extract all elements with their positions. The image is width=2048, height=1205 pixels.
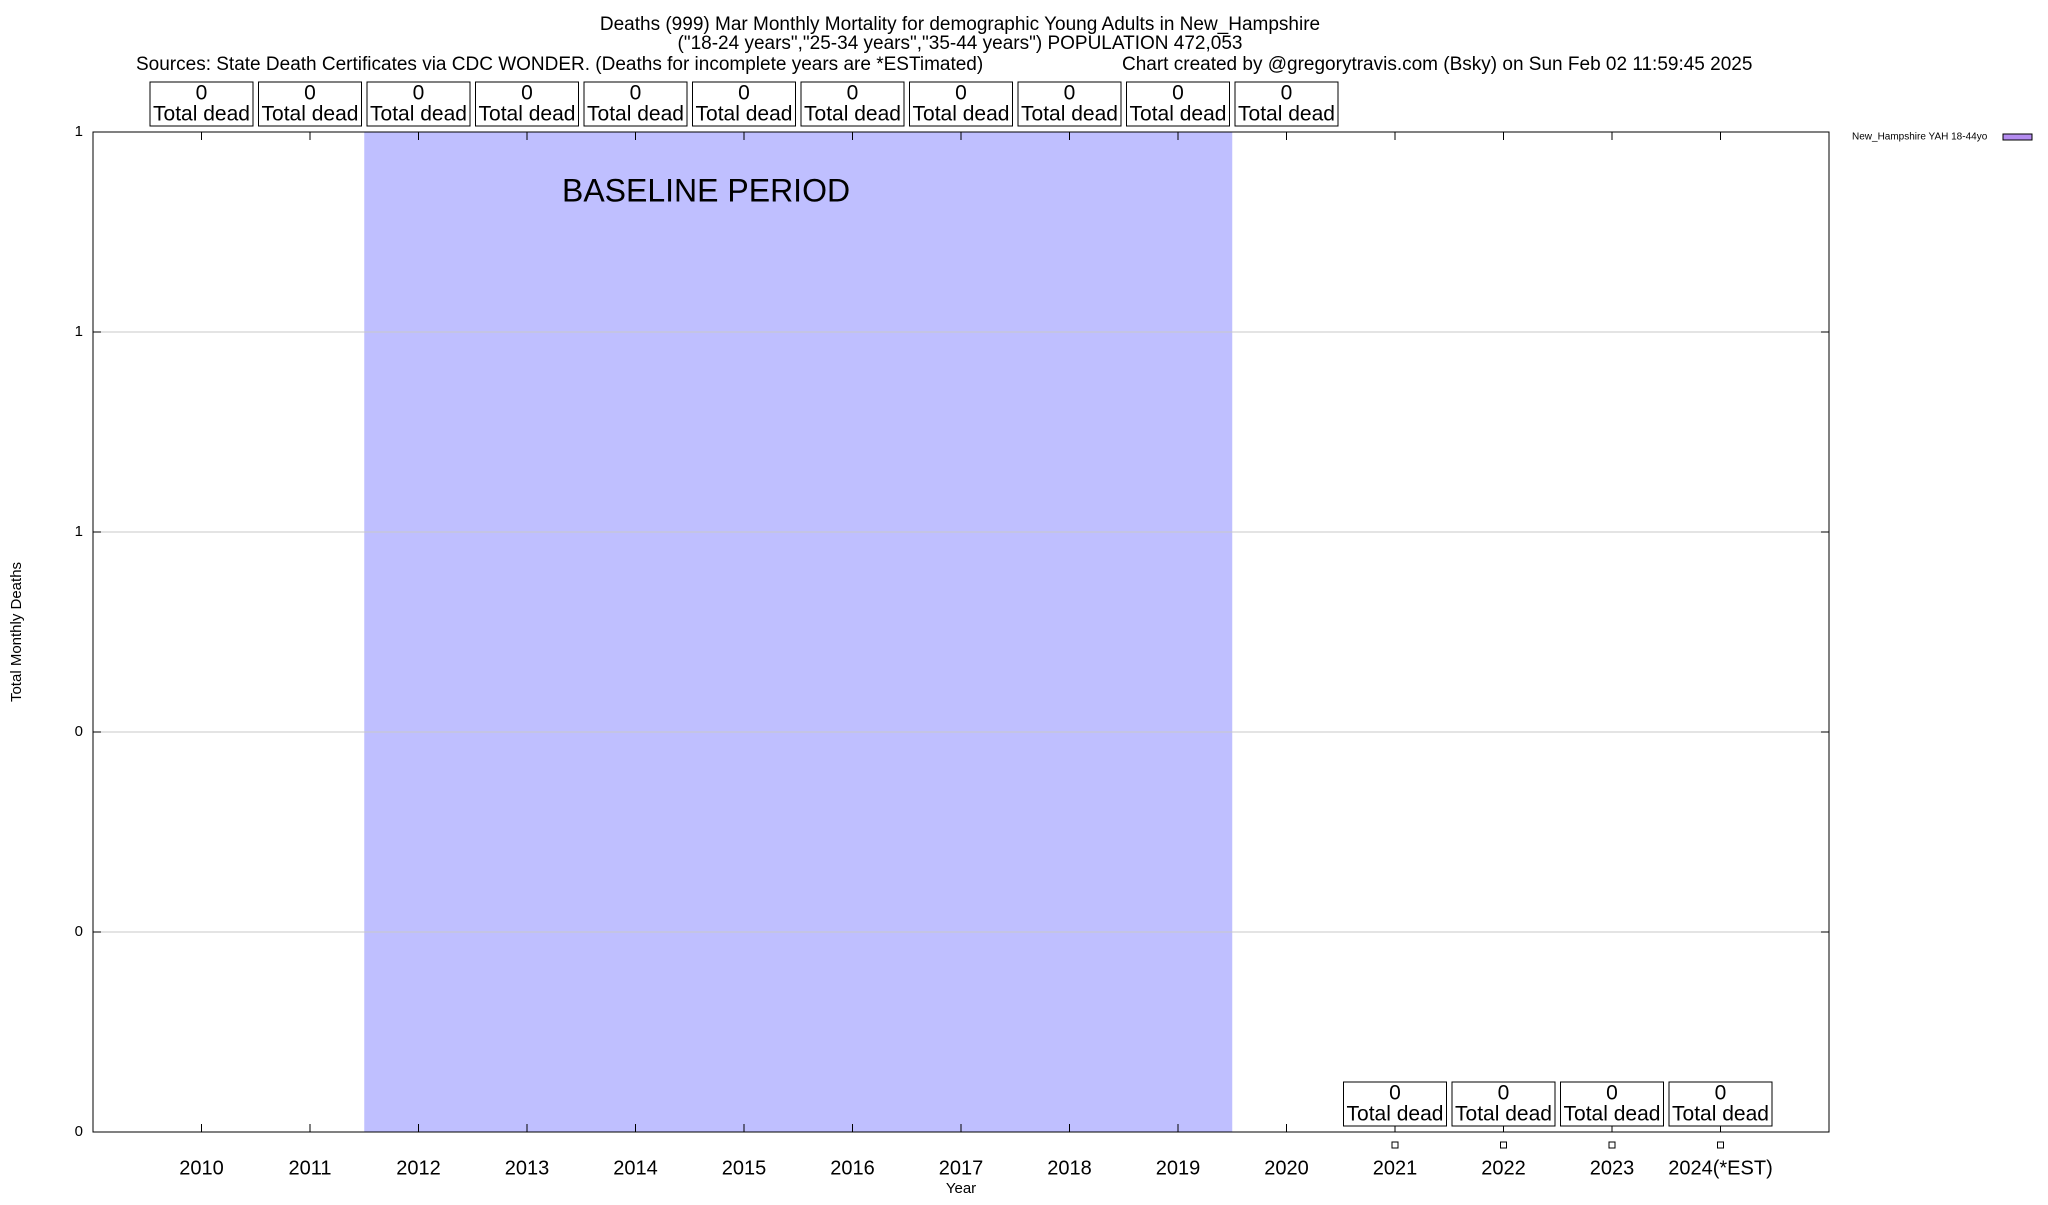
total-box-frame xyxy=(1668,1081,1773,1127)
total-value: 0 xyxy=(196,82,208,105)
total-value: 0 xyxy=(1064,82,1076,105)
total-value: 0 xyxy=(630,82,642,105)
point xyxy=(1500,1141,1507,1149)
total-box-frame xyxy=(366,81,471,127)
x-tick-label: 2013 xyxy=(505,1157,550,1179)
total-label: Total dead xyxy=(1455,1103,1552,1126)
total-box-frame xyxy=(583,81,688,127)
x-tick-label: 2012 xyxy=(396,1157,441,1179)
total-label: Total dead xyxy=(1347,1103,1444,1126)
total-value: 0 xyxy=(738,82,750,105)
legend-swatch xyxy=(2002,133,2033,141)
total-value: 0 xyxy=(521,82,533,105)
point xyxy=(1717,1141,1724,1149)
x-tick-label: 2014 xyxy=(613,1157,658,1179)
x-tick-label: 2022 xyxy=(1481,1157,1526,1179)
y-tick-label: 1 xyxy=(75,523,83,540)
total-value: 0 xyxy=(1606,1082,1618,1105)
total-value: 0 xyxy=(413,82,425,105)
total-value: 0 xyxy=(1172,82,1184,105)
y-tick-label: 0 xyxy=(75,723,83,740)
x-tick-label: 2024(*EST) xyxy=(1668,1157,1773,1179)
total-label: Total dead xyxy=(262,103,359,126)
x-tick-label: 2010 xyxy=(179,1157,224,1179)
x-tick-label: 2020 xyxy=(1264,1157,1309,1179)
total-box-frame xyxy=(800,81,905,127)
total-label: Total dead xyxy=(696,103,793,126)
total-box-frame xyxy=(1126,81,1230,127)
total-label: Total dead xyxy=(1238,103,1335,126)
total-box-frame xyxy=(1560,1081,1664,1127)
total-label: Total dead xyxy=(587,103,684,126)
point xyxy=(1391,1141,1399,1149)
baseline-label: BASELINE PERIOD xyxy=(562,172,850,208)
x-tick-label: 2017 xyxy=(939,1157,984,1179)
total-value: 0 xyxy=(1498,1082,1510,1105)
baseline-region xyxy=(364,132,1233,1132)
total-value: 0 xyxy=(1281,82,1293,105)
total-value: 0 xyxy=(1389,1082,1401,1105)
total-box-frame xyxy=(475,81,579,127)
total-label: Total dead xyxy=(1130,103,1227,126)
total-box-frame xyxy=(258,81,362,127)
x-axis-label: Year xyxy=(946,1180,976,1197)
total-box-frame xyxy=(1343,1081,1447,1127)
total-label: Total dead xyxy=(1564,1103,1661,1126)
x-tick-label: 2023 xyxy=(1590,1157,1635,1179)
x-tick-label: 2021 xyxy=(1373,1157,1418,1179)
legend-label: New_Hampshire YAH 18-44yo xyxy=(1852,132,1988,143)
y-tick-label: 0 xyxy=(75,1123,83,1140)
total-value: 0 xyxy=(955,82,967,105)
x-tick-label: 2011 xyxy=(288,1157,331,1179)
y-axis-label: Total Monthly Deaths xyxy=(8,562,25,702)
total-label: Total dead xyxy=(1021,103,1118,126)
y-tick-label: 0 xyxy=(75,923,83,940)
total-box-frame xyxy=(1017,81,1122,127)
chart-subtitle: ("18-24 years","25-34 years","35-44 year… xyxy=(678,33,1243,54)
x-tick-label: 2016 xyxy=(830,1157,875,1179)
total-box-frame xyxy=(909,81,1013,127)
total-value: 0 xyxy=(304,82,316,105)
x-tick-label: 2018 xyxy=(1047,1157,1092,1179)
chart-title: Deaths (999) Mar Monthly Mortality for d… xyxy=(600,14,1320,35)
total-label: Total dead xyxy=(1672,1103,1769,1126)
total-box-frame xyxy=(149,81,254,127)
total-label: Total dead xyxy=(479,103,576,126)
y-tick-label: 1 xyxy=(75,123,83,140)
total-label: Total dead xyxy=(804,103,901,126)
total-box-frame xyxy=(1451,1081,1556,1127)
x-tick-label: 2019 xyxy=(1156,1157,1201,1179)
total-value: 0 xyxy=(1715,1082,1727,1105)
total-label: Total dead xyxy=(913,103,1010,126)
total-box-frame xyxy=(692,81,796,127)
total-value: 0 xyxy=(847,82,859,105)
sources: Sources: State Death Certificates via CD… xyxy=(136,54,983,75)
y-tick-label: 1 xyxy=(75,323,83,340)
point xyxy=(1608,1141,1616,1149)
x-tick-label: 2015 xyxy=(722,1157,767,1179)
credit: Chart created by @gregorytravis.com (Bsk… xyxy=(1122,54,1752,75)
total-label: Total dead xyxy=(153,103,250,126)
total-label: Total dead xyxy=(370,103,467,126)
total-box-frame xyxy=(1234,81,1339,127)
